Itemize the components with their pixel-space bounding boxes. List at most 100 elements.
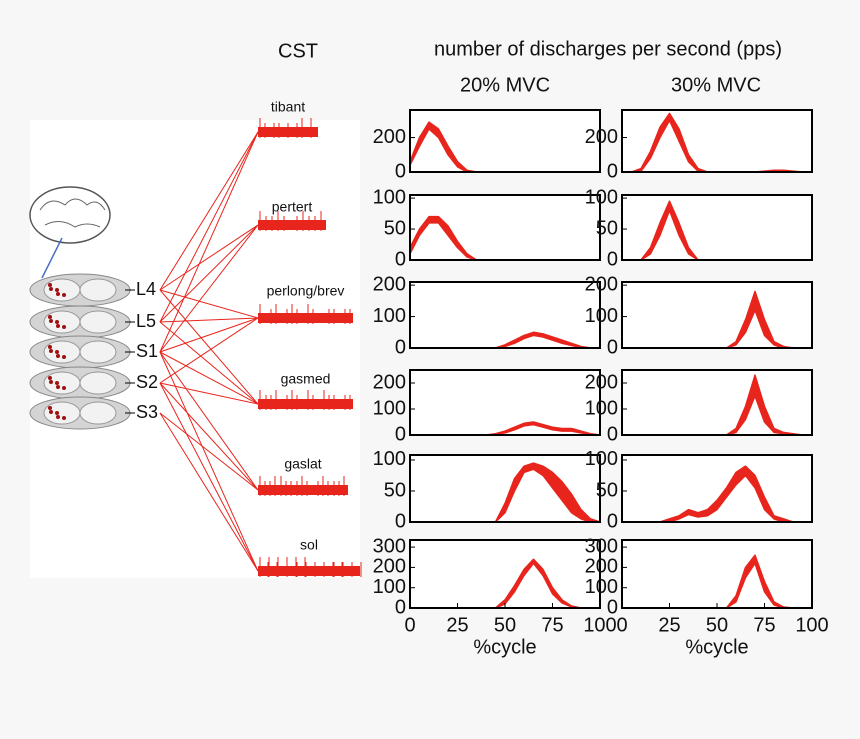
motoneuron <box>49 380 53 384</box>
y-tick-label: 200 <box>585 126 618 148</box>
column-label: 30% MVC <box>671 74 761 96</box>
grey-matter <box>79 340 117 364</box>
axes-frame <box>621 454 813 523</box>
connection <box>159 382 259 491</box>
y-tick-label: 0 <box>607 248 618 270</box>
y-tick-label: 50 <box>384 479 406 501</box>
grey-matter <box>79 401 117 425</box>
motoneuron <box>56 354 60 358</box>
y-tick-label: 100 <box>373 448 406 470</box>
spike-train <box>258 313 353 323</box>
y-tick-label: 0 <box>395 596 406 618</box>
motoneuron <box>48 283 52 287</box>
connection <box>159 224 259 291</box>
connection <box>159 412 259 572</box>
x-tick-label: 100 <box>795 614 828 636</box>
x-tick-label: 50 <box>494 614 516 636</box>
motoneuron <box>49 287 53 291</box>
motoneuron <box>55 411 59 415</box>
motoneuron <box>55 288 59 292</box>
y-tick-label: 100 <box>373 397 406 419</box>
motoneuron <box>62 355 66 359</box>
connection <box>159 382 259 572</box>
plot-area <box>410 540 600 608</box>
grey-matter <box>79 371 117 395</box>
spike-train <box>258 220 326 230</box>
connection <box>159 317 259 323</box>
y-tick-label: 0 <box>395 336 406 358</box>
motoneuron <box>62 293 66 297</box>
x-tick-label: 0 <box>404 614 415 636</box>
spike-train <box>258 485 348 495</box>
level-label: S3 <box>136 402 158 422</box>
axes-frame <box>409 109 601 173</box>
y-tick-label: 50 <box>596 479 618 501</box>
x-axis-label: %cycle <box>473 636 536 658</box>
muscle-label: pertert <box>272 199 313 215</box>
y-tick-label: 100 <box>373 305 406 327</box>
motoneuron <box>48 376 52 380</box>
y-tick-label: 0 <box>607 160 618 182</box>
muscle-label: perlong/brev <box>267 283 345 299</box>
motoneuron <box>56 385 60 389</box>
plot-area <box>410 110 600 172</box>
motoneuron <box>49 410 53 414</box>
connection <box>159 317 259 384</box>
spinal-cord <box>29 273 135 430</box>
x-axis-label: %cycle <box>685 636 748 658</box>
axes-frame <box>621 281 813 349</box>
connection <box>159 131 259 353</box>
motoneuron <box>56 324 60 328</box>
y-tick-label: 100 <box>373 576 406 598</box>
plot-area <box>410 370 600 435</box>
muscle-label: sol <box>300 537 318 553</box>
level-label: L5 <box>136 311 156 331</box>
motoneuron <box>49 349 53 353</box>
grey-matter <box>79 310 117 334</box>
brain <box>29 186 111 279</box>
connection <box>159 317 259 353</box>
x-tick-label: 25 <box>658 614 680 636</box>
motoneuron <box>48 345 52 349</box>
level-label: L4 <box>136 279 156 299</box>
connection <box>159 289 259 405</box>
plot-area <box>410 282 600 348</box>
plot-area <box>622 110 812 172</box>
connection <box>159 224 259 323</box>
axes-frame <box>621 109 813 173</box>
y-tick-label: 0 <box>395 423 406 445</box>
y-tick-label: 50 <box>596 217 618 239</box>
motoneuron <box>62 386 66 390</box>
grey-matter <box>79 278 117 302</box>
connection <box>159 351 259 572</box>
y-tick-label: 200 <box>373 556 406 578</box>
connection <box>159 224 259 353</box>
motoneuron <box>48 406 52 410</box>
axes-frame <box>621 369 813 436</box>
spike-train <box>258 566 360 576</box>
y-tick-label: 0 <box>607 336 618 358</box>
y-tick-label: 0 <box>607 510 618 532</box>
y-tick-label: 300 <box>585 535 618 557</box>
figure-title: number of discharges per second (pps) <box>434 38 782 60</box>
y-tick-label: 0 <box>395 248 406 270</box>
connection <box>159 321 259 405</box>
y-tick-label: 100 <box>585 186 618 208</box>
y-tick-label: 0 <box>607 596 618 618</box>
x-tick-label: 75 <box>753 614 775 636</box>
plot-area <box>622 540 812 608</box>
axes-frame <box>409 454 601 523</box>
y-tick-label: 200 <box>585 556 618 578</box>
axes-frame <box>621 194 813 261</box>
y-tick-label: 0 <box>395 160 406 182</box>
x-tick-label: 0 <box>616 614 627 636</box>
motoneuron <box>62 416 66 420</box>
y-tick-label: 100 <box>585 397 618 419</box>
motoneuron <box>56 415 60 419</box>
plot-area <box>622 370 812 435</box>
connection <box>159 382 259 405</box>
motoneuron <box>49 319 53 323</box>
spike-train <box>258 399 353 409</box>
axes-frame <box>409 281 601 349</box>
connection <box>159 131 259 323</box>
